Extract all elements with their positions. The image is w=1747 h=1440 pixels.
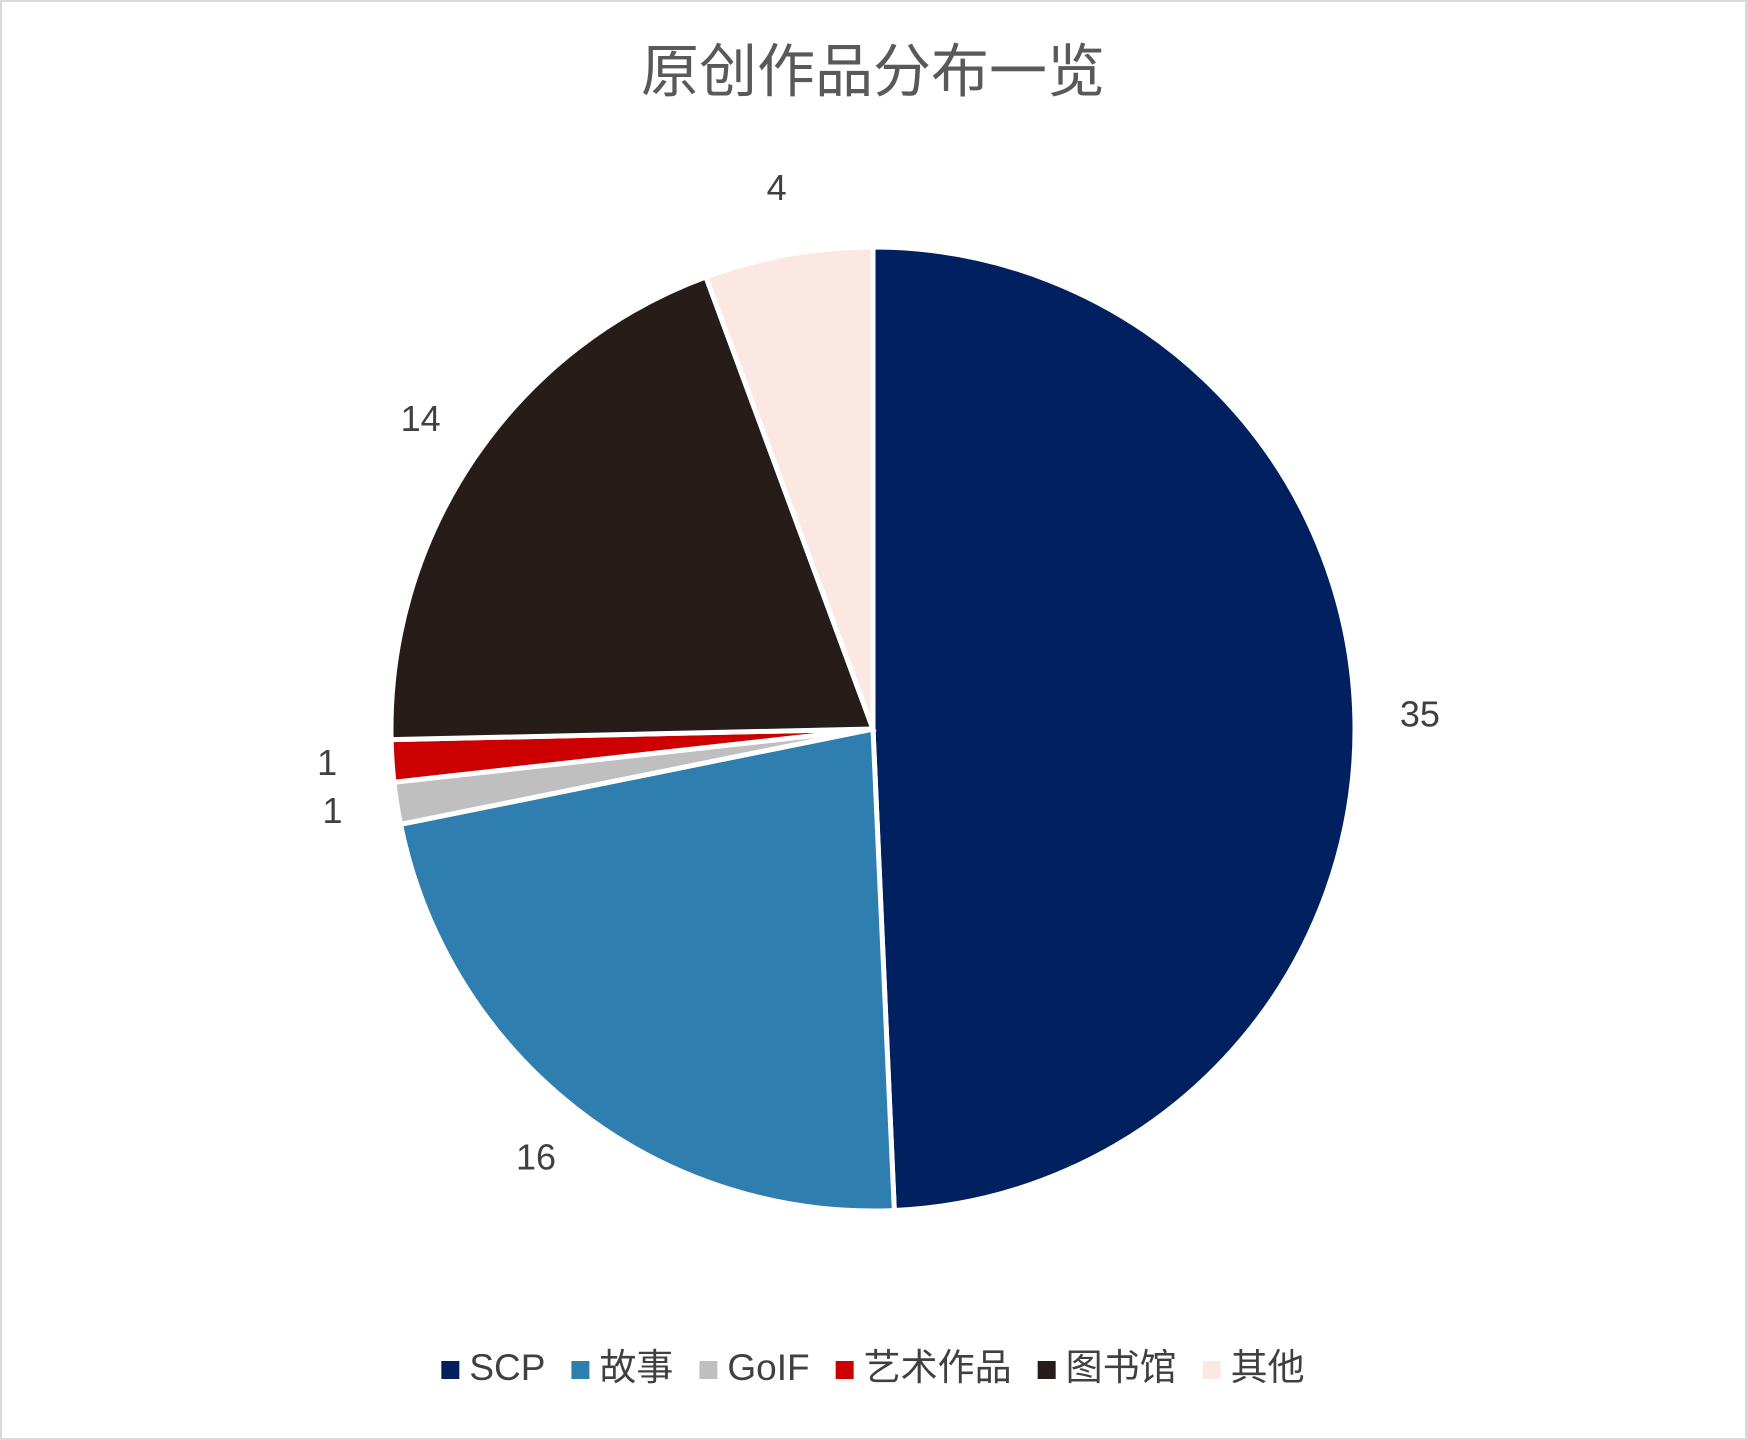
legend-swatch xyxy=(699,1361,718,1379)
data-label: 35 xyxy=(1400,693,1440,734)
legend-swatch xyxy=(835,1361,854,1379)
legend-swatch xyxy=(571,1361,590,1379)
legend-label: 其他 xyxy=(1231,1347,1305,1388)
legend-label: 艺术作品 xyxy=(864,1347,1012,1388)
data-label: 14 xyxy=(401,398,441,439)
legend-label: 故事 xyxy=(599,1347,673,1388)
data-label: 1 xyxy=(322,790,342,831)
legend-swatch xyxy=(1202,1361,1221,1379)
chart-title: 原创作品分布一览 xyxy=(641,39,1105,104)
pie-slice xyxy=(388,273,877,743)
legend-swatch xyxy=(1037,1361,1056,1379)
data-label: 4 xyxy=(767,167,787,208)
pie-slice xyxy=(397,725,897,1214)
pie-slice xyxy=(870,244,1358,1214)
legend-label: 图书馆 xyxy=(1066,1347,1177,1388)
data-label: 1 xyxy=(317,742,337,783)
legend-swatch xyxy=(441,1361,460,1379)
legend-label: SCP xyxy=(469,1347,545,1388)
legend-label: GoIF xyxy=(727,1347,809,1388)
data-label: 16 xyxy=(516,1136,556,1177)
pie-slice xyxy=(702,244,876,730)
